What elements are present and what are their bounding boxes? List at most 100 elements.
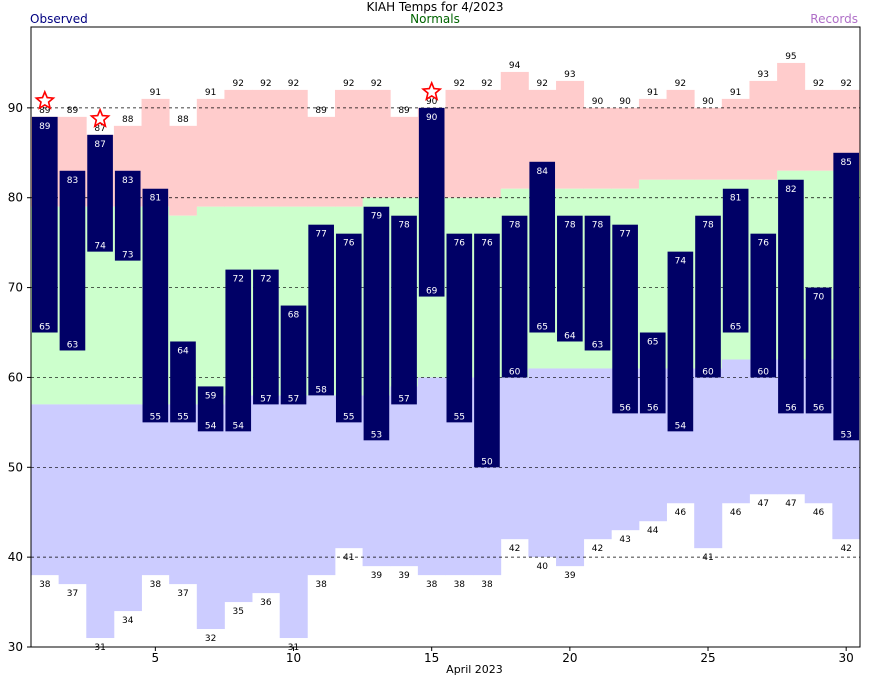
record-high-band bbox=[749, 80, 778, 180]
record-low-label: 38 bbox=[39, 580, 51, 590]
observed-high-label: 81 bbox=[150, 194, 161, 204]
record-low-label: 40 bbox=[536, 562, 548, 572]
y-tick-label: 30 bbox=[8, 640, 23, 654]
record-low-band bbox=[694, 368, 723, 549]
y-tick-label: 60 bbox=[8, 370, 23, 384]
observed-bar bbox=[612, 224, 638, 414]
record-low-band bbox=[749, 359, 778, 495]
y-tick-label: 50 bbox=[8, 460, 23, 474]
record-low-label: 39 bbox=[371, 571, 383, 581]
observed-bar bbox=[805, 287, 832, 414]
record-high-label: 91 bbox=[730, 88, 741, 98]
record-high-label: 92 bbox=[675, 79, 686, 89]
chart-title: KIAH Temps for 4/2023 bbox=[366, 0, 504, 14]
record-high-label: 87 bbox=[94, 124, 105, 134]
observed-high-label: 59 bbox=[205, 391, 217, 401]
observed-high-label: 83 bbox=[122, 176, 133, 186]
plot-frame bbox=[30, 26, 861, 648]
y-tick-label: 80 bbox=[8, 191, 23, 205]
record-high-label: 89 bbox=[67, 106, 79, 116]
observed-low-label: 60 bbox=[702, 367, 714, 377]
record-low-label: 36 bbox=[260, 598, 272, 608]
record-high-band bbox=[307, 116, 336, 207]
record-high-band bbox=[445, 89, 474, 198]
legend-normals: Normals bbox=[410, 12, 460, 26]
record-high-label: 93 bbox=[758, 70, 769, 80]
record-low-band bbox=[721, 359, 750, 504]
record-high-band bbox=[473, 89, 502, 198]
observed-bar bbox=[308, 224, 334, 396]
observed-bar bbox=[59, 170, 86, 351]
observed-low-label: 65 bbox=[536, 323, 547, 333]
observed-bar bbox=[391, 215, 417, 405]
observed-bar bbox=[833, 152, 859, 441]
observed-low-label: 55 bbox=[454, 412, 465, 422]
record-high-band bbox=[638, 98, 667, 180]
record-star-icon bbox=[89, 107, 111, 128]
observed-bar bbox=[335, 233, 362, 423]
record-low-band bbox=[279, 395, 308, 639]
x-tick-label: 30 bbox=[839, 651, 854, 665]
x-tick-label: 20 bbox=[562, 651, 577, 665]
record-high-band bbox=[666, 89, 695, 180]
observed-bar bbox=[170, 341, 196, 423]
record-high-band bbox=[390, 116, 419, 198]
x-tick-label: 25 bbox=[700, 651, 715, 665]
record-low-label: 42 bbox=[840, 544, 851, 554]
record-low-label: 42 bbox=[592, 544, 603, 554]
record-low-band bbox=[528, 368, 557, 558]
observed-bar bbox=[142, 188, 169, 423]
record-low-label: 47 bbox=[758, 499, 769, 509]
record-low-band bbox=[583, 368, 612, 540]
x-tick-label: 15 bbox=[424, 651, 439, 665]
y-tick-label: 90 bbox=[8, 101, 23, 115]
observed-high-label: 70 bbox=[813, 293, 825, 303]
record-high-label: 91 bbox=[647, 88, 658, 98]
observed-bar bbox=[446, 233, 473, 423]
record-high-label: 89 bbox=[39, 106, 51, 116]
observed-high-label: 77 bbox=[619, 230, 630, 240]
observed-bar bbox=[87, 134, 113, 252]
observed-low-label: 63 bbox=[592, 340, 603, 350]
record-low-band bbox=[417, 377, 446, 576]
record-low-label: 38 bbox=[426, 580, 438, 590]
x-tick-label: 10 bbox=[286, 651, 301, 665]
record-high-band bbox=[252, 89, 281, 207]
observed-low-label: 69 bbox=[426, 287, 438, 297]
x-tick-label: 5 bbox=[152, 651, 160, 665]
x-axis-label: April 2023 bbox=[446, 663, 503, 676]
record-low-label: 46 bbox=[675, 508, 687, 518]
record-high-band bbox=[224, 89, 253, 207]
observed-high-label: 78 bbox=[564, 221, 576, 231]
observed-high-label: 68 bbox=[288, 311, 300, 321]
observed-low-label: 50 bbox=[481, 457, 493, 467]
observed-high-label: 76 bbox=[481, 239, 493, 249]
observed-high-label: 65 bbox=[647, 338, 658, 348]
record-star-icon bbox=[421, 80, 443, 101]
observed-high-label: 84 bbox=[536, 167, 548, 177]
observed-bar bbox=[639, 332, 666, 414]
record-high-label: 92 bbox=[840, 79, 851, 89]
observed-high-label: 64 bbox=[177, 346, 189, 356]
legend-observed: Observed bbox=[30, 12, 88, 26]
legend-records: Records bbox=[810, 12, 858, 26]
observed-bar bbox=[253, 269, 279, 405]
record-low-label: 41 bbox=[343, 553, 354, 563]
record-high-label: 90 bbox=[619, 97, 631, 107]
observed-high-label: 76 bbox=[343, 239, 355, 249]
observed-low-label: 58 bbox=[315, 385, 327, 395]
record-low-label: 39 bbox=[564, 571, 576, 581]
record-high-band bbox=[362, 89, 391, 198]
observed-low-label: 55 bbox=[150, 412, 161, 422]
record-high-label: 89 bbox=[398, 106, 410, 116]
observed-low-label: 54 bbox=[675, 421, 687, 431]
record-low-label: 37 bbox=[177, 589, 188, 599]
observed-bar bbox=[557, 215, 583, 342]
record-high-label: 95 bbox=[785, 52, 796, 62]
record-high-label: 92 bbox=[536, 79, 547, 89]
record-low-label: 34 bbox=[122, 616, 134, 626]
record-high-band bbox=[196, 98, 225, 207]
record-low-band bbox=[31, 404, 60, 576]
record-high-band bbox=[334, 89, 363, 207]
record-low-label: 38 bbox=[481, 580, 493, 590]
